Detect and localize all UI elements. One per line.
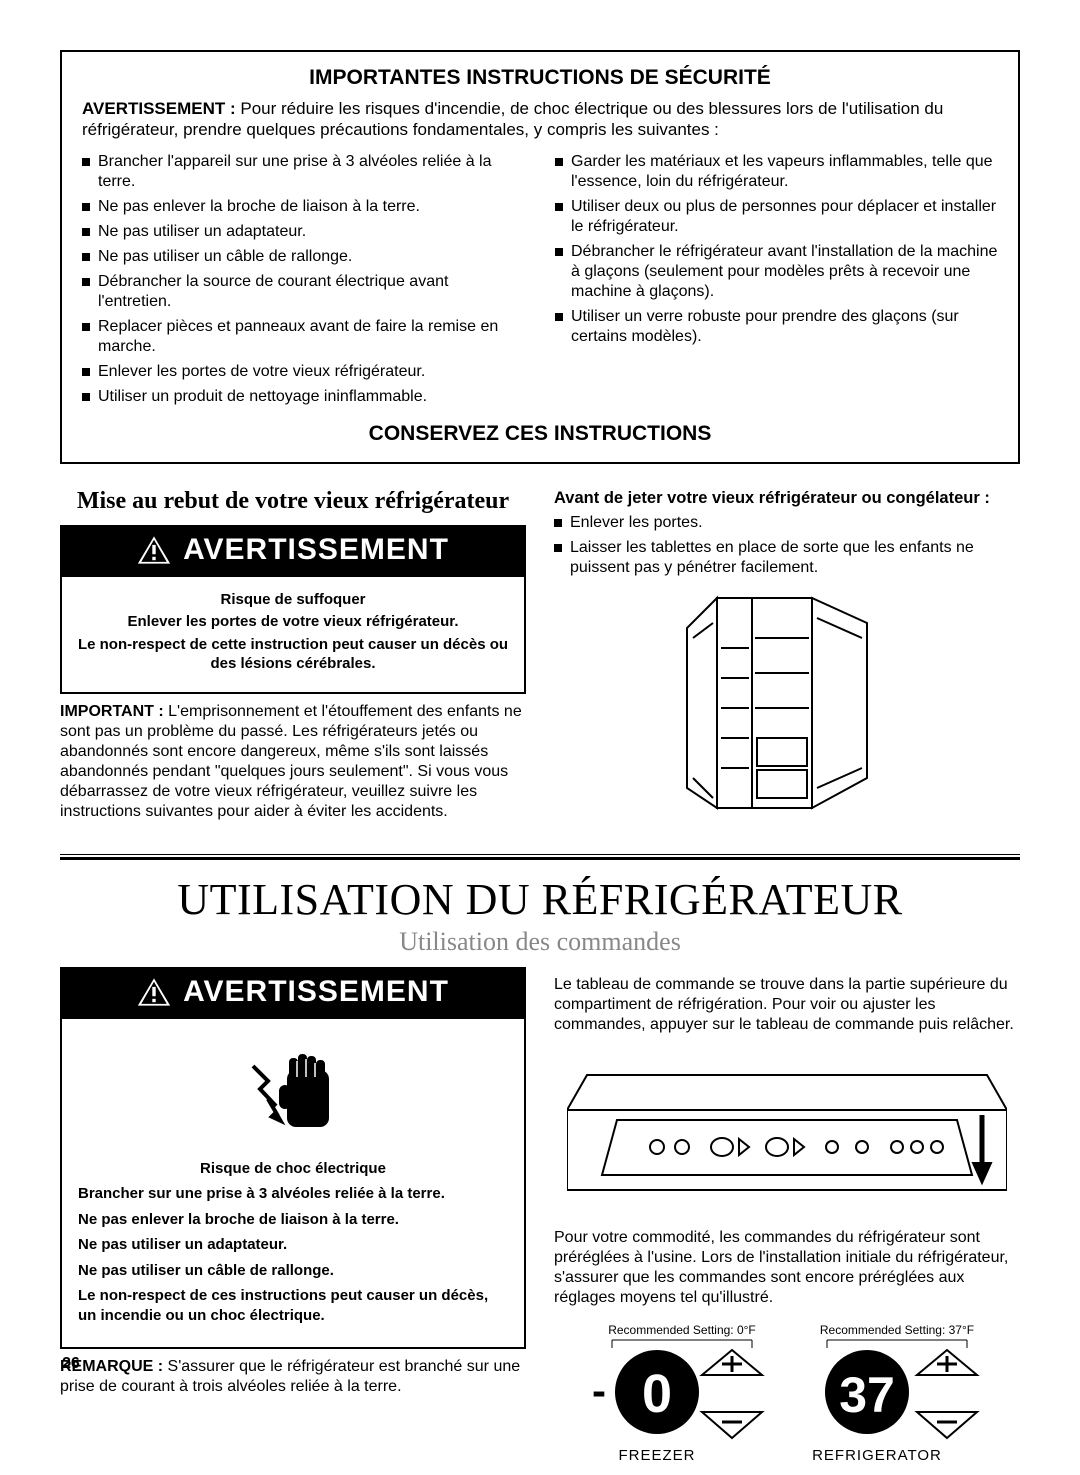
- safety-title: IMPORTANTES INSTRUCTIONS DE SÉCURITÉ: [82, 66, 998, 90]
- controls-row: AVERTISSEMENT: [60, 967, 1020, 1475]
- safety-bullet: Enlever les portes de votre vieux réfrig…: [82, 362, 525, 382]
- safety-bullet: Utiliser un verre robuste pour prendre d…: [555, 307, 998, 347]
- fridge-illustration: [554, 588, 1020, 823]
- safety-lead-bold: AVERTISSEMENT :: [82, 99, 236, 118]
- safety-bullet: Utiliser un produit de nettoyage ininfla…: [82, 387, 525, 407]
- disposal-right: Avant de jeter votre vieux réfrigérateur…: [554, 488, 1020, 830]
- safety-bullet: Brancher l'appareil sur une prise à 3 al…: [82, 152, 525, 192]
- shock-line: Ne pas utiliser un câble de rallonge.: [78, 1261, 508, 1281]
- discard-bullet: Laisser les tablettes en place de sorte …: [554, 538, 1020, 578]
- important-bold: IMPORTANT :: [60, 703, 164, 720]
- shock-risk: Risque de choc électrique: [78, 1159, 508, 1179]
- safety-bullet: Débrancher la source de courant électriq…: [82, 272, 525, 312]
- disposal-heading: Mise au rebut de votre vieux réfrigérate…: [60, 488, 526, 515]
- risk-line: Risque de suffoquer: [76, 591, 510, 610]
- warning-label: AVERTISSEMENT: [183, 533, 449, 567]
- svg-text:REFRIGERATOR: REFRIGERATOR: [812, 1447, 942, 1464]
- use-section-title: UTILISATION DU RÉFRIGÉRATEUR: [60, 874, 1020, 925]
- svg-text:FREEZER: FREEZER: [618, 1447, 695, 1464]
- svg-text:Recommended Setting: 37°F: Recommended Setting: 37°F: [820, 1323, 974, 1337]
- warning-triangle-icon: [137, 535, 171, 565]
- controls-p1: Le tableau de commande se trouve dans la…: [554, 975, 1020, 1035]
- conserve-instructions: CONSERVEZ CES INSTRUCTIONS: [82, 422, 998, 446]
- warning-label: AVERTISSEMENT: [183, 975, 449, 1009]
- section-divider: [60, 854, 1020, 860]
- shock-line: Le non-respect de ces instructions peut …: [78, 1286, 508, 1325]
- disposal-left: Mise au rebut de votre vieux réfrigérate…: [60, 488, 526, 830]
- warn-line: Le non-respect de cette instruction peut…: [76, 636, 510, 674]
- temperature-controls-illustration: Recommended Setting: 0°F - 0 FREEZER Rec…: [554, 1320, 1020, 1475]
- safety-bullet: Ne pas enlever la broche de liaison à la…: [82, 197, 525, 217]
- use-section-subtitle: Utilisation des commandes: [60, 927, 1020, 957]
- shock-line: Ne pas enlever la broche de liaison à la…: [78, 1210, 508, 1230]
- shock-line: Ne pas utiliser un adaptateur.: [78, 1235, 508, 1255]
- svg-text:-: -: [592, 1367, 606, 1414]
- safety-bullet: Débrancher le réfrigérateur avant l'inst…: [555, 242, 998, 302]
- controls-right: Le tableau de commande se trouve dans la…: [554, 967, 1020, 1475]
- safety-columns: Brancher l'appareil sur une prise à 3 al…: [82, 147, 998, 412]
- warning-banner-suffocation: AVERTISSEMENT: [60, 525, 526, 577]
- safety-bullet: Replacer pièces et panneaux avant de fai…: [82, 317, 525, 357]
- safety-bullet: Garder les matériaux et les vapeurs infl…: [555, 152, 998, 192]
- before-discard-intro: Avant de jeter votre vieux réfrigérateur…: [554, 488, 1020, 509]
- safety-instructions-box: IMPORTANTES INSTRUCTIONS DE SÉCURITÉ AVE…: [60, 50, 1020, 464]
- warning-banner-shock: AVERTISSEMENT: [60, 967, 526, 1019]
- controls-p2: Pour votre commodité, les commandes du r…: [554, 1228, 1020, 1308]
- safety-bullet: Utiliser deux ou plus de personnes pour …: [555, 197, 998, 237]
- shock-line: Brancher sur une prise à 3 alvéoles reli…: [78, 1184, 508, 1204]
- rec-freezer-text: Recommended Setting: 0°F: [608, 1323, 756, 1337]
- important-text: L'emprisonnement et l'étouffement des en…: [60, 703, 522, 820]
- remarque-paragraph: REMARQUE : S'assurer que le réfrigérateu…: [60, 1357, 526, 1397]
- warn-line: Enlever les portes de votre vieux réfrig…: [76, 613, 510, 632]
- warning-body-shock: Risque de choc électrique Brancher sur u…: [60, 1019, 526, 1350]
- control-panel-illustration: [554, 1055, 1020, 1210]
- safety-bullet: Ne pas utiliser un adaptateur.: [82, 222, 525, 242]
- safety-lead: AVERTISSEMENT : Pour réduire les risques…: [82, 98, 998, 141]
- safety-col-left: Brancher l'appareil sur une prise à 3 al…: [82, 147, 525, 412]
- warning-body-suffocation: Risque de suffoquer Enlever les portes d…: [60, 577, 526, 694]
- svg-text:0: 0: [642, 1364, 672, 1424]
- discard-bullet: Enlever les portes.: [554, 513, 1020, 533]
- svg-text:37: 37: [839, 1367, 895, 1423]
- shock-left: AVERTISSEMENT: [60, 967, 526, 1475]
- warning-triangle-icon: [137, 977, 171, 1007]
- safety-col-right: Garder les matériaux et les vapeurs infl…: [555, 147, 998, 412]
- disposal-row: Mise au rebut de votre vieux réfrigérate…: [60, 488, 1020, 830]
- shock-hand-icon: [78, 1051, 508, 1145]
- page-number: 26: [62, 1355, 80, 1373]
- important-paragraph: IMPORTANT : L'emprisonnement et l'étouff…: [60, 702, 526, 822]
- safety-bullet: Ne pas utiliser un câble de rallonge.: [82, 247, 525, 267]
